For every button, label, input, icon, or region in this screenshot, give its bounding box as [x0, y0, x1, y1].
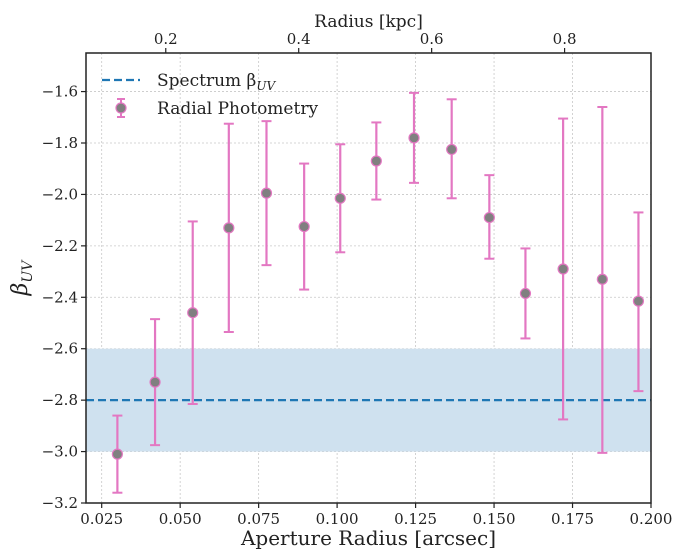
x-tick-label: 0.150 — [473, 510, 516, 528]
top-x-tick-label: 0.6 — [420, 30, 444, 48]
data-point — [632, 295, 645, 307]
y-tick-label: −1.8 — [42, 134, 78, 152]
y-tick-label: −2.8 — [42, 391, 78, 409]
data-point — [149, 376, 161, 388]
plot-frame — [85, 52, 652, 504]
y-tick-label: −2.4 — [42, 288, 78, 306]
x-tick-label: 0.075 — [237, 510, 280, 528]
axis-ticks: 0.025 0.050 0.075 0.100 0.125 0.150 0.175 0.200… — [42, 30, 673, 528]
top-x-axis-label: Radius [kpc] — [314, 12, 423, 32]
y-axis-label-main: β — [8, 283, 33, 297]
y-tick-label: −1.6 — [42, 83, 78, 101]
y-tick-label: −3.0 — [42, 443, 78, 461]
radial-photometry-points — [111, 91, 645, 494]
y-axis-label: βUV — [8, 259, 36, 297]
data-point — [187, 307, 199, 319]
legend-label-spectrum-sub: UV — [256, 79, 276, 93]
data-point — [111, 448, 123, 460]
x-tick-label: 0.025 — [80, 510, 123, 528]
data-point — [557, 263, 569, 275]
x-tick-label: 0.200 — [630, 510, 673, 528]
data-point — [408, 132, 420, 144]
legend-label-radial: Radial Photometry — [157, 99, 318, 119]
legend-label-spectrum-main: Spectrum β — [157, 71, 256, 91]
x-axis-label: Aperture Radius [arcsec] — [240, 526, 496, 550]
top-x-tick-label: 0.2 — [154, 30, 178, 48]
y-tick-label: −2.2 — [42, 237, 78, 255]
data-point — [298, 220, 310, 233]
x-tick-label: 0.175 — [551, 510, 594, 528]
x-tick-label: 0.050 — [159, 510, 202, 528]
x-tick-label: 0.100 — [316, 510, 359, 528]
data-point — [334, 192, 346, 204]
x-tick-label: 0.125 — [394, 510, 437, 528]
data-point — [483, 211, 495, 224]
y-tick-label: −2.6 — [42, 340, 78, 358]
top-x-tick-label: 0.8 — [553, 30, 577, 48]
top-x-tick-label: 0.4 — [287, 30, 311, 48]
y-axis-label-sub: UV — [20, 259, 36, 283]
y-tick-label: −2.0 — [42, 185, 78, 203]
legend: Spectrum βUV Radial Photometry — [102, 71, 318, 119]
data-point — [260, 187, 273, 199]
data-point — [596, 273, 608, 285]
data-point — [370, 155, 382, 167]
legend-label-spectrum: Spectrum βUV — [157, 71, 276, 93]
data-point — [446, 143, 458, 156]
data-point — [223, 222, 235, 234]
legend-marker-swatch — [115, 102, 127, 114]
y-tick-label: −3.2 — [42, 494, 78, 512]
data-point — [519, 287, 532, 300]
